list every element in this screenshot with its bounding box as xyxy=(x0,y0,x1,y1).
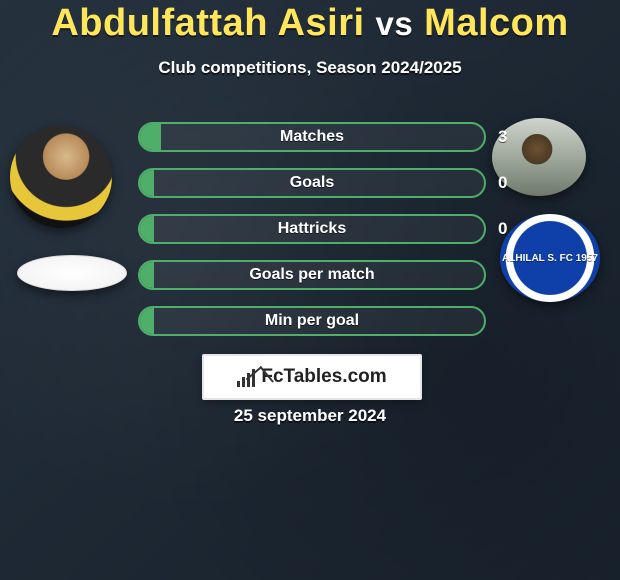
player1-club-logo xyxy=(17,255,127,291)
subtitle: Club competitions, Season 2024/2025 xyxy=(0,58,620,78)
stat-bar-fill xyxy=(140,170,154,196)
stat-bar xyxy=(138,168,486,198)
player1-avatar xyxy=(10,126,112,228)
content-layer: Abdulfattah Asiri vs Malcom Club competi… xyxy=(0,0,620,580)
page-title: Abdulfattah Asiri vs Malcom xyxy=(0,2,620,45)
stat-row-goals-per-match: Goals per match xyxy=(138,260,486,290)
stat-bar xyxy=(138,306,486,336)
branding-text: FcTables.com xyxy=(261,366,386,388)
stat-bar xyxy=(138,214,486,244)
player1-name: Abdulfattah Asiri xyxy=(51,2,364,44)
stat-row-goals: Goals 0 xyxy=(138,168,486,198)
snapshot-date: 25 september 2024 xyxy=(0,406,620,426)
player2-club-logo: ALHILAL S. FC 1957 xyxy=(500,214,600,302)
stat-row-matches: Matches 3 xyxy=(138,122,486,152)
stat-value: 0 xyxy=(498,168,507,198)
stat-bar xyxy=(138,122,486,152)
stat-row-hattricks: Hattricks 0 xyxy=(138,214,486,244)
comparison-card: Abdulfattah Asiri vs Malcom Club competi… xyxy=(0,0,620,580)
stats-panel: Matches 3 Goals 0 Hattricks 0 xyxy=(138,122,486,352)
barchart-icon xyxy=(237,367,255,387)
player2-name: Malcom xyxy=(424,2,568,44)
player2-club-text: ALHILAL S. FC 1957 xyxy=(502,253,598,264)
branding-logo: FcTables.com xyxy=(237,366,386,388)
stat-bar-fill xyxy=(140,262,154,288)
stat-value: 0 xyxy=(498,214,507,244)
vs-label: vs xyxy=(376,5,414,42)
stat-bar xyxy=(138,260,486,290)
branding-box[interactable]: FcTables.com xyxy=(202,354,422,400)
stat-bar-fill xyxy=(140,308,154,334)
stat-value: 3 xyxy=(498,122,507,152)
stat-bar-fill xyxy=(140,124,161,150)
stat-bar-fill xyxy=(140,216,154,242)
stat-row-min-per-goal: Min per goal xyxy=(138,306,486,336)
